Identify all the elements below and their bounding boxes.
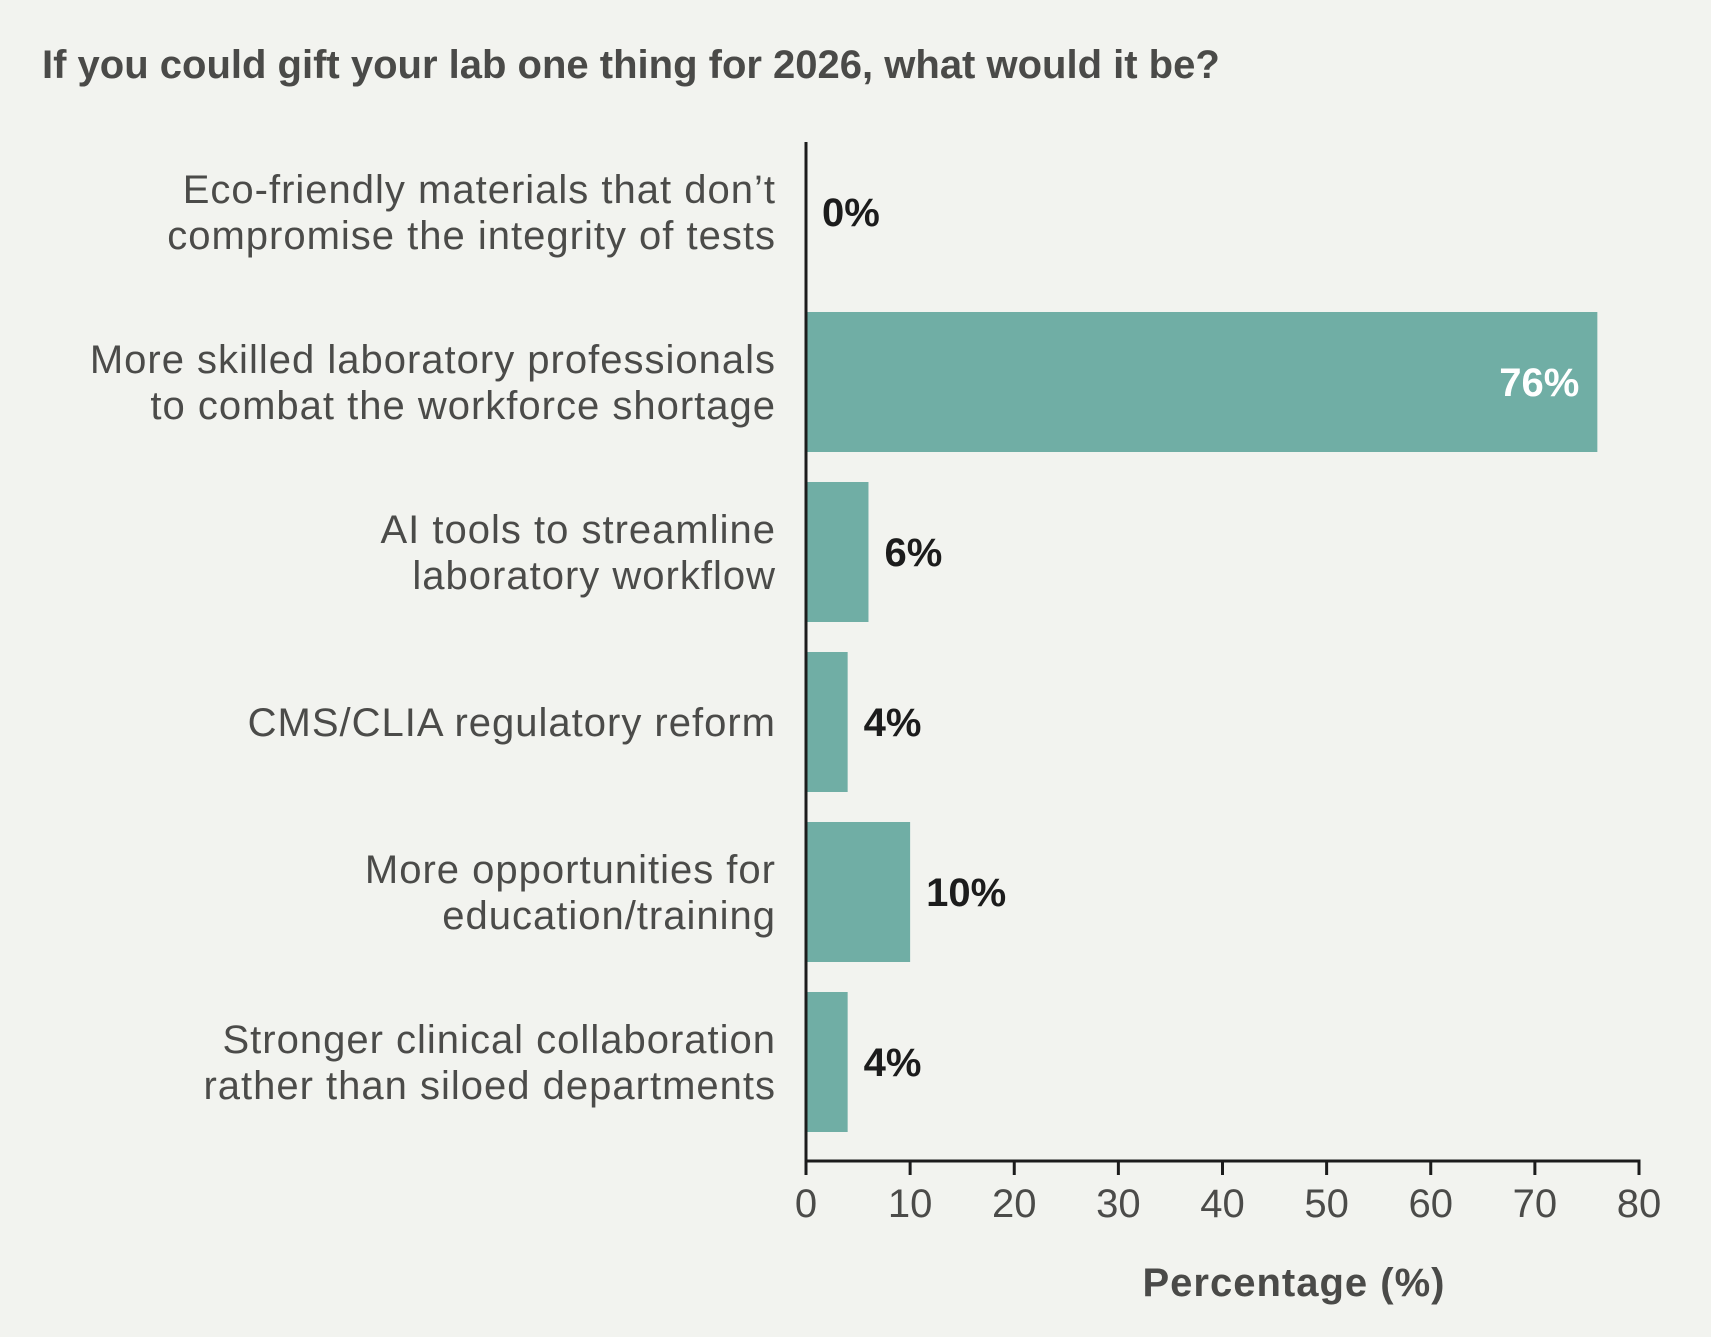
category-label: More opportunities for education/training <box>365 848 776 938</box>
category-label: AI tools to streamline laboratory workflo… <box>381 508 777 598</box>
x-axis-label: Percentage (%) <box>1143 1261 1446 1305</box>
category-label: More skilled laboratory professionals to … <box>90 338 776 428</box>
x-tick-label: 40 <box>1200 1182 1245 1226</box>
bar <box>806 822 911 962</box>
data-label: 4% <box>864 1041 922 1085</box>
category-label: Eco-friendly materials that don’t comprom… <box>167 168 776 258</box>
x-tick-label: 80 <box>1617 1182 1662 1226</box>
chart-title: If you could gift your lab one thing for… <box>42 43 1220 87</box>
x-tick-label: 70 <box>1513 1182 1558 1226</box>
category-label: Stronger clinical collaboration rather th… <box>203 1018 776 1108</box>
x-tick-label: 50 <box>1304 1182 1349 1226</box>
data-label: 0% <box>822 191 880 235</box>
data-label: 6% <box>884 531 942 575</box>
data-label: 10% <box>926 871 1006 915</box>
x-tick-label: 0 <box>795 1182 817 1226</box>
category-labels: Eco-friendly materials that don’t comprom… <box>90 168 777 1108</box>
category-label: CMS/CLIA regulatory reform <box>248 701 776 745</box>
x-tick-label: 60 <box>1409 1182 1454 1226</box>
data-label: 76% <box>1499 361 1579 405</box>
bars: 0% 76% 6% 4% 10% 4% <box>806 191 1598 1132</box>
x-tick-label: 20 <box>992 1182 1037 1226</box>
x-axis: 0 10 20 30 40 50 60 70 80 <box>795 142 1661 1226</box>
data-label: 4% <box>864 701 922 745</box>
bar <box>806 312 1598 452</box>
bar <box>806 482 869 622</box>
x-tick-label: 10 <box>888 1182 933 1226</box>
bar <box>806 992 848 1132</box>
x-tick-label: 30 <box>1096 1182 1141 1226</box>
bar <box>806 652 848 792</box>
